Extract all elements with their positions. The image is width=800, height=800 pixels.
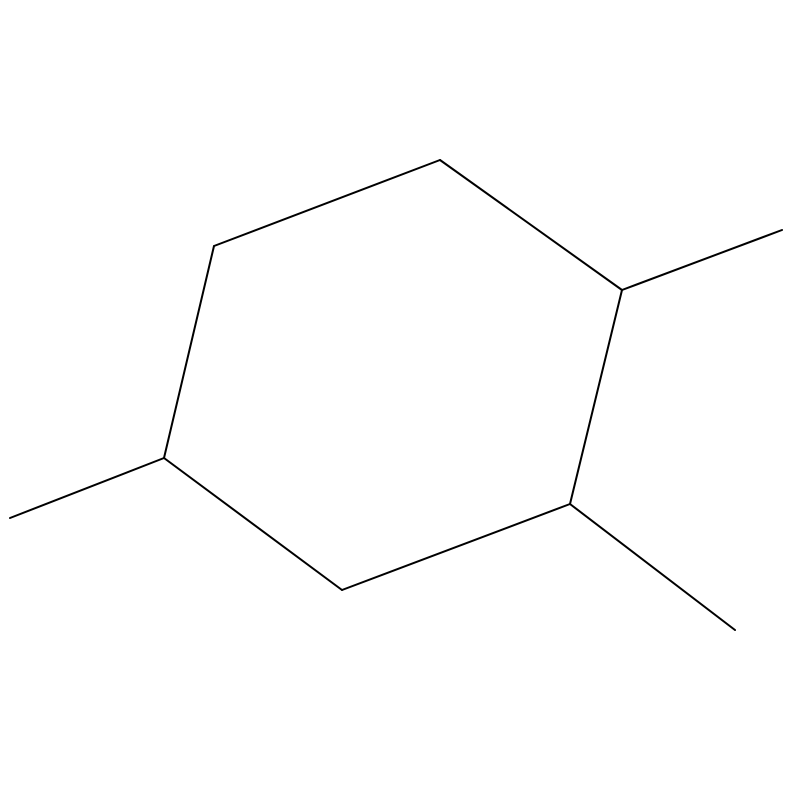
- bond: [342, 504, 570, 590]
- bond: [214, 160, 440, 246]
- bond: [10, 458, 164, 518]
- bond: [570, 504, 735, 630]
- bond: [622, 230, 782, 290]
- bond: [570, 290, 622, 504]
- bond: [440, 160, 622, 290]
- bond-lines: [10, 160, 782, 630]
- molecule-diagram: [0, 0, 800, 800]
- bond: [164, 458, 342, 590]
- bond: [164, 246, 214, 458]
